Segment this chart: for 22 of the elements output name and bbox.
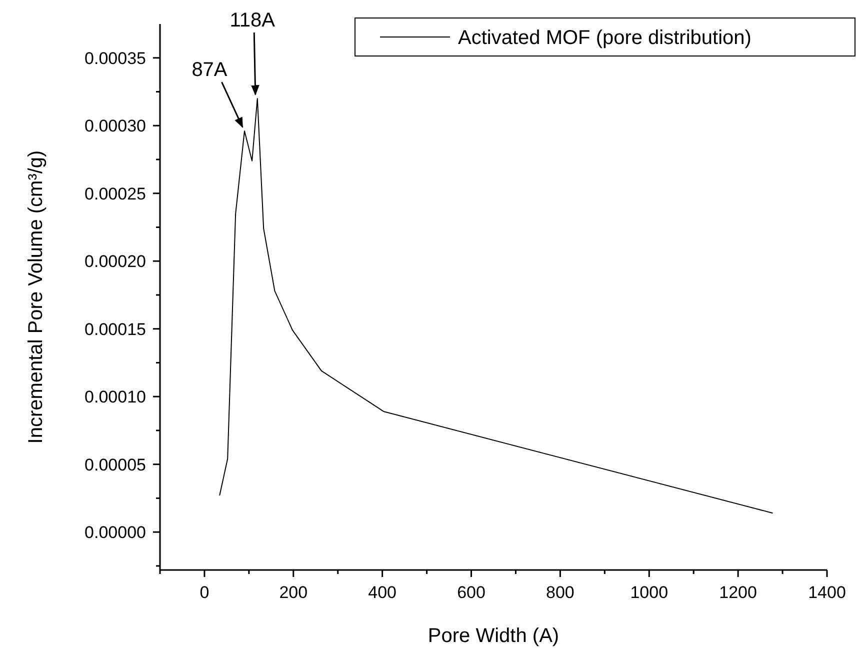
x-tick-label: 1200 [719,583,757,602]
y-axis-title: Incremental Pore Volume (cm³/g) [25,150,47,444]
x-tick-label: 400 [368,583,397,602]
y-tick-label: 0.00025 [84,184,146,204]
line-series [219,98,774,514]
y-tick-label: 0.00030 [84,116,146,136]
x-tick-label: 0 [200,583,210,602]
x-tick-label: 600 [457,583,486,602]
legend-label: Activated MOF (pore distribution) [458,27,752,49]
x-tick-label: 200 [279,583,308,602]
y-tick-label: 0.00005 [84,455,146,474]
annotation: 118A [230,10,276,32]
x-tick-label: 800 [546,583,574,602]
x-tick-label: 1400 [808,583,846,602]
x-axis-title: Pore Width (A) [428,625,560,647]
y-tick-label: 0.00010 [84,388,146,407]
x-tick-label: 1000 [630,583,668,602]
y-tick-label: 0.00035 [84,48,146,68]
y-tick-label: 0.00020 [84,252,146,272]
y-tick-label: 0.00000 [84,523,146,542]
annotation: 87A [192,59,228,82]
y-tick-label: 0.00015 [84,320,146,339]
